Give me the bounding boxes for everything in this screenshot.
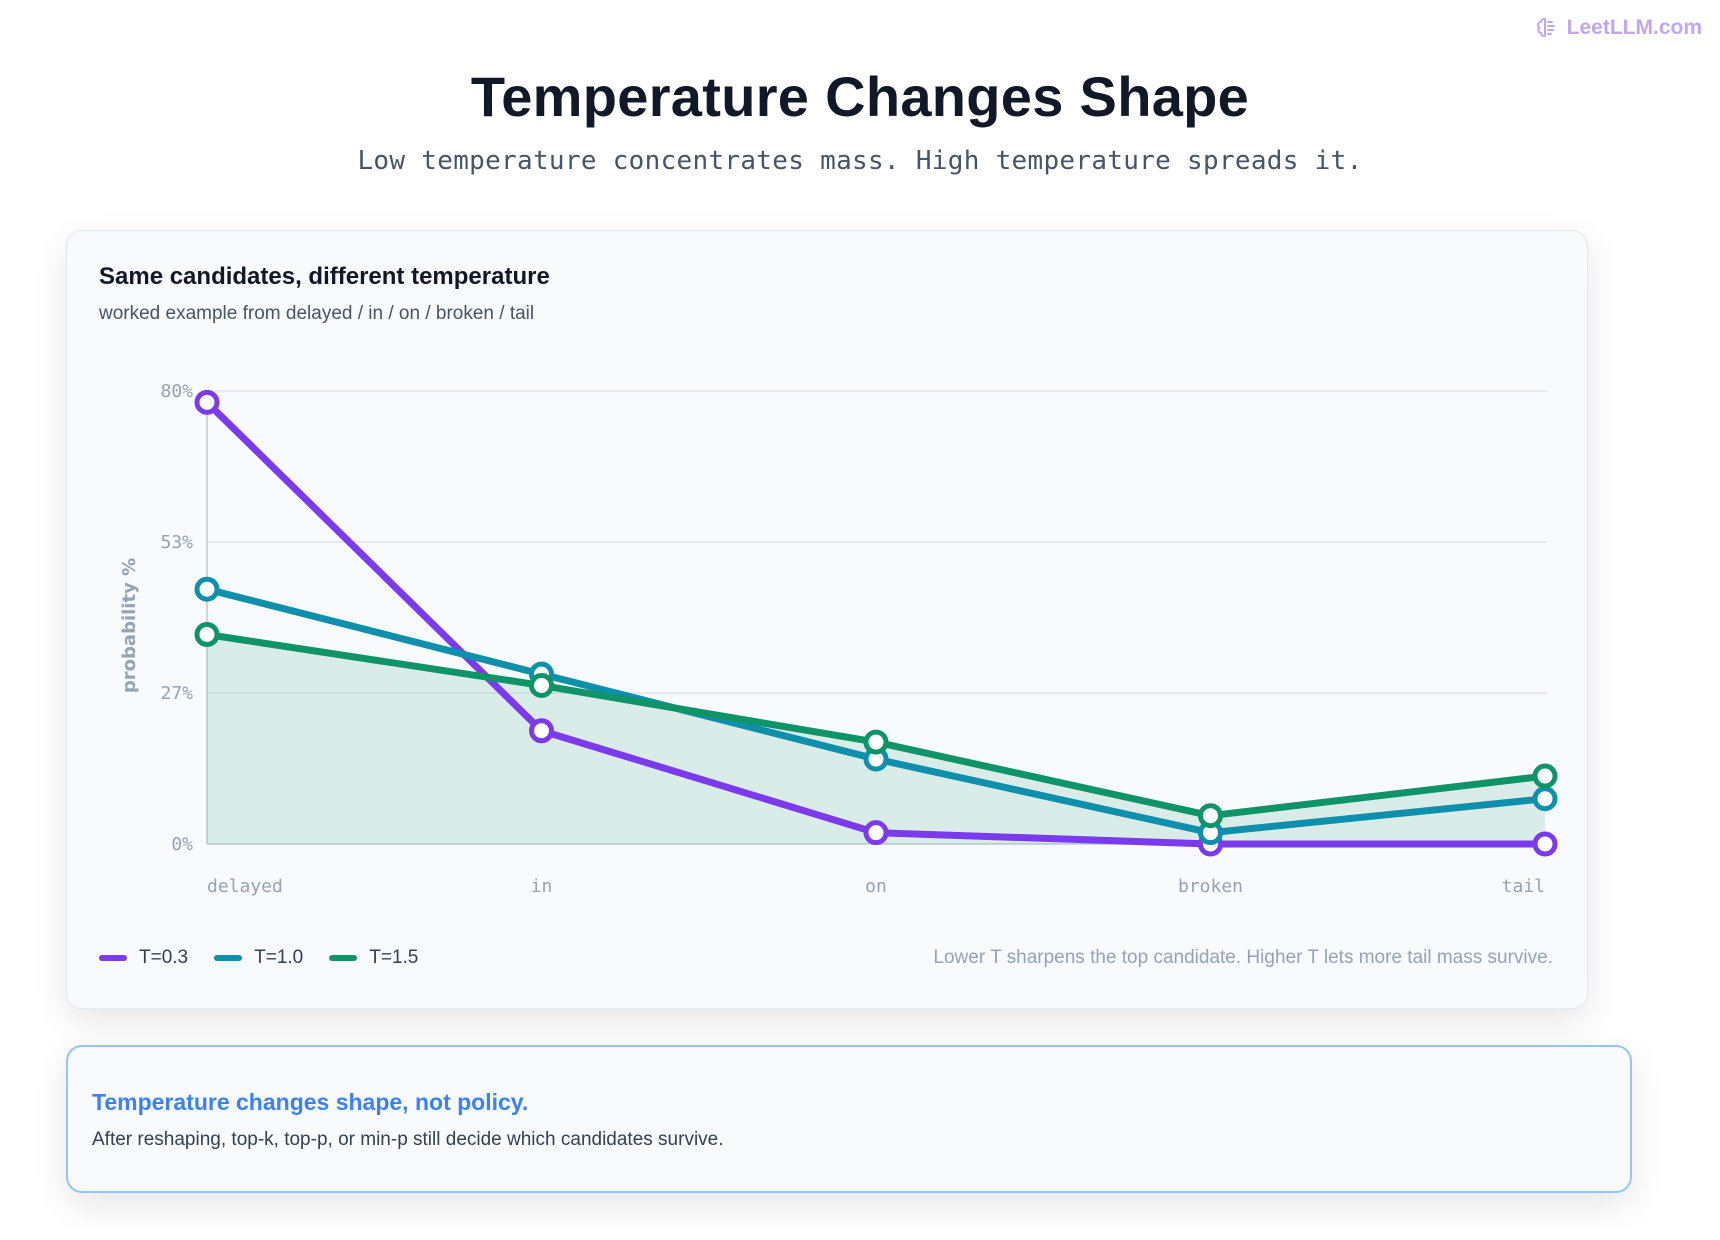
x-tick-label: delayed <box>207 876 283 897</box>
callout-title: Temperature changes shape, not policy. <box>92 1089 529 1115</box>
x-tick-label: on <box>865 876 887 897</box>
y-tick-label: 27% <box>160 683 193 704</box>
legend-item: T=1.5 <box>329 947 418 969</box>
legend-swatch <box>214 955 243 961</box>
brain-icon <box>1536 18 1555 37</box>
callout-text: After reshaping, top-k, top-p, or min-p … <box>92 1129 724 1150</box>
data-point <box>1198 803 1223 829</box>
data-point <box>194 576 220 602</box>
legend-swatch <box>329 955 358 961</box>
page-title: Temperature Changes Shape <box>470 65 1250 128</box>
data-point <box>194 621 220 647</box>
callout-box: Temperature changes shape, not policy. A… <box>66 1045 1632 1193</box>
brand-name: LeetLLM.com <box>1566 16 1702 39</box>
chart-card: Same candidates, different temperature w… <box>66 230 1588 1009</box>
data-point <box>1532 763 1558 789</box>
data-point <box>529 672 554 698</box>
chart-note: Lower T sharpens the top candidate. High… <box>933 947 1553 968</box>
data-point <box>863 820 889 846</box>
legend-item: T=1.0 <box>214 947 303 969</box>
x-tick-label: tail <box>1502 876 1545 897</box>
data-point <box>529 718 554 744</box>
y-axis-label: probability % <box>119 558 140 693</box>
legend-label: T=1.5 <box>369 947 419 968</box>
data-point <box>1532 786 1558 812</box>
chart-legend: T=0.3 T=1.0 T=1.5 <box>99 947 418 969</box>
y-tick-label: 0% <box>171 834 193 855</box>
page-subtitle: Low temperature concentrates mass. High … <box>357 146 1363 176</box>
y-tick-label: 80% <box>160 381 193 402</box>
y-tick-label: 53% <box>160 532 193 553</box>
legend-item: T=0.3 <box>99 947 188 969</box>
data-point <box>194 389 220 415</box>
x-tick-label: in <box>531 876 553 897</box>
chart-subtitle: worked example from delayed / in / on / … <box>99 303 535 324</box>
chart-title: Same candidates, different temperature <box>99 263 550 290</box>
legend-label: T=0.3 <box>139 947 189 968</box>
data-point <box>1532 831 1558 857</box>
line-chart: 0% 27% 53% 80% delayed in on broken tail probabil… <box>119 381 1558 897</box>
brand: LeetLLM.com <box>1535 16 1702 40</box>
legend-label: T=1.0 <box>254 947 304 968</box>
legend-swatch <box>99 955 127 961</box>
data-point <box>863 729 889 755</box>
x-tick-label: broken <box>1178 876 1243 897</box>
